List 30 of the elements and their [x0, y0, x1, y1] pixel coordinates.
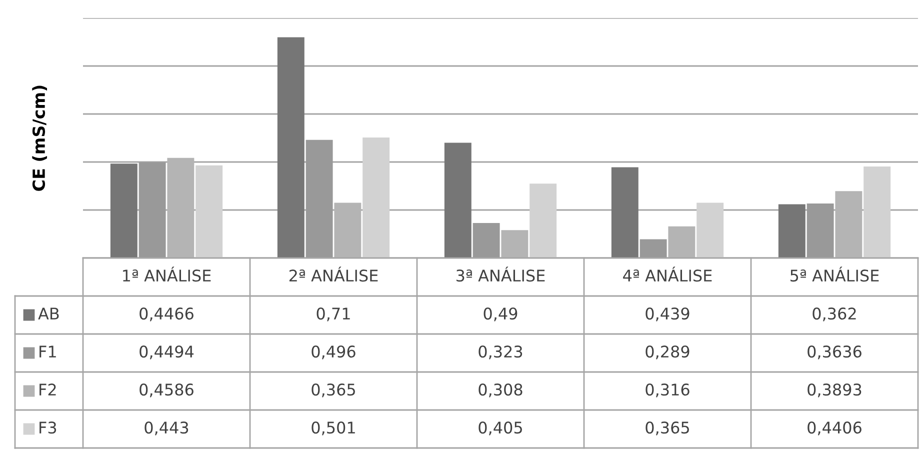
- data-label: 0,4494: [140, 346, 194, 360]
- data-label: 0,496: [312, 346, 356, 360]
- data-label: 0,365: [646, 422, 689, 436]
- data-label: 0,3893: [808, 384, 862, 398]
- legend-label: F2: [40, 384, 56, 396]
- data-label: 0,365: [312, 384, 355, 398]
- data-label: 0,443: [144, 422, 188, 436]
- data-label: 0,289: [646, 346, 690, 360]
- data-label: 0,3636: [808, 346, 862, 360]
- x-tick-label: 1ª ANÁLISE: [123, 266, 211, 282]
- x-tick-label: 3ª ANÁLISE: [456, 266, 545, 282]
- data-label: 0,49: [484, 308, 518, 322]
- x-tick-label: 5ª ANÁLISE: [790, 266, 879, 282]
- data-label: 0,405: [478, 422, 522, 436]
- data-label: 0,501: [312, 422, 355, 436]
- x-tick-label: 4ª ANÁLISE: [623, 266, 712, 282]
- y-axis-title: CE (mS/cm): [32, 86, 48, 191]
- data-label: 0,4406: [808, 422, 862, 436]
- legend-label: F3: [40, 422, 56, 434]
- data-label: 0,4586: [140, 384, 194, 398]
- legend-label: AB: [38, 308, 59, 320]
- data-label: 0,323: [478, 346, 522, 360]
- data-label: 0,4466: [140, 308, 194, 322]
- data-label: 0,439: [646, 308, 690, 322]
- x-tick-label: 2ª ANÁLISE: [289, 266, 378, 282]
- data-label: 0,308: [478, 384, 522, 398]
- data-label: 0,71: [316, 308, 350, 322]
- data-label: 0,316: [646, 384, 690, 398]
- legend-label: F1: [40, 346, 56, 358]
- data-label: 0,362: [812, 308, 856, 322]
